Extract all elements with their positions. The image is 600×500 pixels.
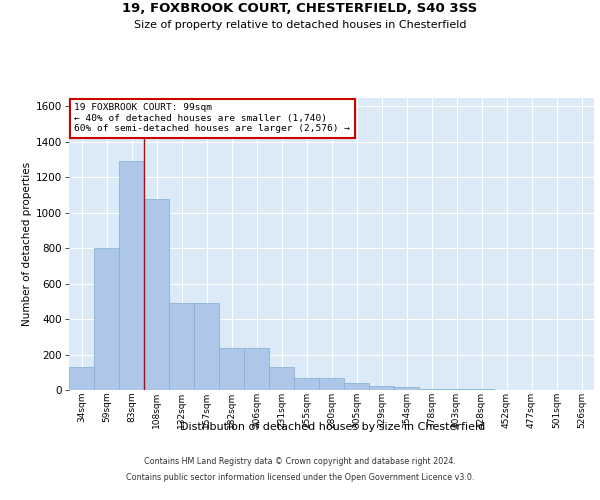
Text: 19, FOXBROOK COURT, CHESTERFIELD, S40 3SS: 19, FOXBROOK COURT, CHESTERFIELD, S40 3S…	[122, 2, 478, 16]
Y-axis label: Number of detached properties: Number of detached properties	[22, 162, 32, 326]
Text: Distribution of detached houses by size in Chesterfield: Distribution of detached houses by size …	[181, 422, 485, 432]
Bar	[444, 389, 469, 390]
Bar	[144, 198, 169, 390]
Bar	[269, 367, 294, 390]
Bar	[69, 367, 94, 390]
Text: Size of property relative to detached houses in Chesterfield: Size of property relative to detached ho…	[134, 20, 466, 30]
Text: Contains HM Land Registry data © Crown copyright and database right 2024.: Contains HM Land Registry data © Crown c…	[144, 458, 456, 466]
Bar	[369, 386, 394, 390]
Bar	[344, 383, 369, 390]
Bar	[419, 389, 444, 390]
Bar	[169, 303, 194, 390]
Bar	[294, 378, 319, 390]
Bar	[194, 303, 219, 390]
Text: Contains public sector information licensed under the Open Government Licence v3: Contains public sector information licen…	[126, 472, 474, 482]
Bar	[219, 348, 244, 390]
Bar	[119, 162, 144, 390]
Bar	[394, 388, 419, 390]
Text: 19 FOXBROOK COURT: 99sqm
← 40% of detached houses are smaller (1,740)
60% of sem: 19 FOXBROOK COURT: 99sqm ← 40% of detach…	[74, 104, 350, 133]
Bar	[94, 248, 119, 390]
Bar	[244, 348, 269, 390]
Bar	[319, 378, 344, 390]
